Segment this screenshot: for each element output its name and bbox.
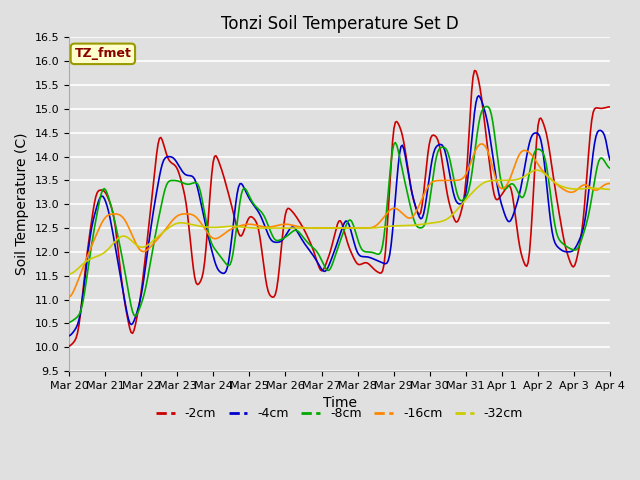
Text: TZ_fmet: TZ_fmet <box>74 48 131 60</box>
Y-axis label: Soil Temperature (C): Soil Temperature (C) <box>15 133 29 276</box>
Legend: -2cm, -4cm, -8cm, -16cm, -32cm: -2cm, -4cm, -8cm, -16cm, -32cm <box>151 402 528 425</box>
X-axis label: Time: Time <box>323 396 356 410</box>
Title: Tonzi Soil Temperature Set D: Tonzi Soil Temperature Set D <box>221 15 458 33</box>
